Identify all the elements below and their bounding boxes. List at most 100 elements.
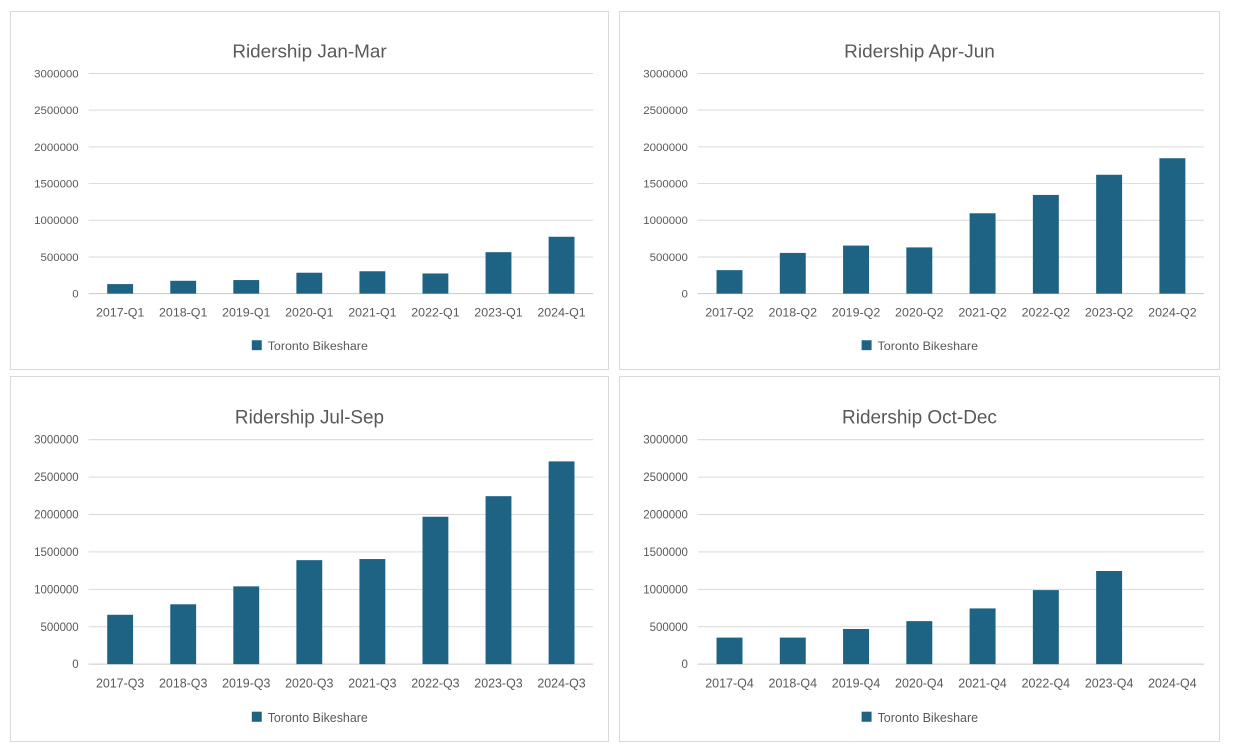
bar [779, 637, 806, 665]
legend-label: Toronto Bikeshare [268, 339, 368, 353]
x-axis-category-label: 2017-Q2 [705, 305, 754, 319]
y-axis-tick-label: 2000000 [643, 142, 688, 154]
chart-panel-ridership-apr-jun: Ridership Apr-Jun 0 500000 1000000 1500000 20… [619, 11, 1220, 370]
y-axis-tick-label: 2000000 [643, 509, 688, 521]
bar [969, 608, 996, 665]
chart-panel-ridership-oct-dec: Ridership Oct-Dec 0 500000 1000000 1500000 20… [619, 376, 1220, 742]
x-axis-category-label: 2022-Q2 [1022, 305, 1071, 319]
bar [1096, 174, 1123, 294]
x-axis-category-label: 2017-Q3 [96, 676, 144, 690]
x-axis-category-label: 2021-Q2 [958, 305, 1007, 319]
x-axis-category-label: 2023-Q2 [1085, 305, 1134, 319]
bar [548, 236, 575, 294]
bar [1159, 158, 1186, 294]
legend-marker-icon [861, 711, 872, 722]
x-axis-category-label: 2023-Q3 [474, 676, 522, 690]
y-axis-tick-label: 1500000 [34, 547, 78, 559]
y-axis-tick-label: 2500000 [643, 105, 688, 117]
x-axis-category-label: 2019-Q1 [222, 305, 270, 319]
bar [485, 496, 512, 665]
bar [716, 270, 743, 294]
y-axis-tick-label: 2000000 [34, 142, 78, 154]
bar [359, 559, 386, 665]
y-axis-tick-label: 500000 [41, 252, 79, 264]
y-axis-tick-label: 2500000 [34, 472, 78, 484]
chart-title: Ridership Jan-Mar [232, 41, 386, 62]
bar [296, 560, 323, 665]
legend-label: Toronto Bikeshare [878, 711, 979, 725]
bar [233, 586, 260, 665]
y-axis-tick-label: 1000000 [34, 215, 78, 227]
chart-title: Ridership Oct-Dec [842, 407, 997, 428]
y-axis-tick-label: 1500000 [643, 547, 688, 559]
legend: Toronto Bikeshare [251, 339, 368, 353]
bar [779, 252, 806, 294]
y-axis-tick-label: 1000000 [643, 584, 688, 596]
bar [107, 284, 134, 294]
y-axis-tick-label: 0 [682, 659, 688, 671]
chart-panel-ridership-jan-mar: Ridership Jan-Mar 0 500000 1000000 1500000 20… [10, 11, 609, 370]
y-axis-tick-label: 2500000 [643, 472, 688, 484]
bar [170, 604, 197, 665]
legend-marker-icon [251, 711, 262, 722]
y-axis-tick-label: 3000000 [643, 68, 688, 80]
legend-marker-icon [861, 340, 872, 351]
y-axis-tick-label: 0 [72, 289, 78, 301]
x-axis-category-label: 2024-Q4 [1148, 676, 1197, 690]
bar [170, 280, 197, 294]
y-axis-tick-label: 3000000 [34, 68, 78, 80]
bar [359, 271, 386, 294]
chart-title: Ridership Jul-Sep [235, 407, 384, 428]
x-axis-category-label: 2023-Q1 [474, 305, 522, 319]
bar [422, 516, 449, 665]
x-axis-category-label: 2019-Q3 [222, 676, 270, 690]
x-axis-category-label: 2022-Q3 [411, 676, 459, 690]
x-axis-category-label: 2020-Q4 [895, 676, 944, 690]
x-axis-category-label: 2019-Q4 [832, 676, 881, 690]
bar [843, 628, 870, 665]
y-axis-tick-label: 3000000 [34, 435, 78, 447]
legend-label: Toronto Bikeshare [268, 711, 368, 725]
x-axis-category-label: 2021-Q1 [348, 305, 396, 319]
bar [422, 273, 449, 294]
x-axis-category-label: 2018-Q2 [769, 305, 818, 319]
bar-chart: Ridership Jan-Mar 0 500000 1000000 1500000 20… [34, 41, 594, 353]
y-axis-tick-label: 0 [681, 289, 687, 301]
chart-panel-ridership-jul-sep: Ridership Jul-Sep 0 500000 1000000 1500000 20… [10, 376, 609, 742]
legend-marker-icon [251, 340, 262, 351]
y-axis-tick-label: 500000 [650, 252, 688, 264]
x-axis-category-label: 2018-Q3 [159, 676, 207, 690]
x-axis-category-label: 2017-Q4 [705, 676, 754, 690]
legend: Toronto Bikeshare [861, 711, 979, 725]
y-axis-tick-label: 3000000 [643, 435, 688, 447]
x-axis-category-label: 2024-Q3 [537, 676, 585, 690]
legend-label: Toronto Bikeshare [878, 339, 979, 353]
x-axis-category-label: 2020-Q2 [895, 305, 944, 319]
bar [233, 280, 260, 294]
y-axis-tick-label: 1500000 [34, 179, 78, 191]
x-axis-category-label: 2024-Q2 [1148, 305, 1197, 319]
bar [1096, 571, 1123, 665]
bar-chart: Ridership Oct-Dec 0 500000 1000000 1500000 20… [643, 407, 1205, 725]
bar [716, 637, 743, 665]
x-axis-category-label: 2023-Q4 [1085, 676, 1134, 690]
y-axis-tick-label: 2000000 [34, 509, 78, 521]
bar [1032, 194, 1059, 294]
x-axis-category-label: 2017-Q1 [96, 305, 144, 319]
bar [843, 245, 870, 294]
y-axis-tick-label: 1000000 [34, 584, 78, 596]
x-axis-category-label: 2018-Q1 [159, 305, 207, 319]
bar [1032, 590, 1059, 665]
bar [107, 614, 134, 665]
bar-chart: Ridership Apr-Jun 0 500000 1000000 1500000 20… [643, 42, 1205, 353]
x-axis-category-label: 2021-Q3 [348, 676, 396, 690]
bar [969, 213, 996, 294]
y-axis-tick-label: 1000000 [643, 215, 688, 227]
x-axis-category-label: 2020-Q1 [285, 305, 333, 319]
y-axis-tick-label: 500000 [41, 622, 79, 634]
bar [485, 252, 512, 294]
bar [548, 461, 575, 665]
x-axis-category-label: 2022-Q1 [411, 305, 459, 319]
bar [906, 247, 933, 294]
